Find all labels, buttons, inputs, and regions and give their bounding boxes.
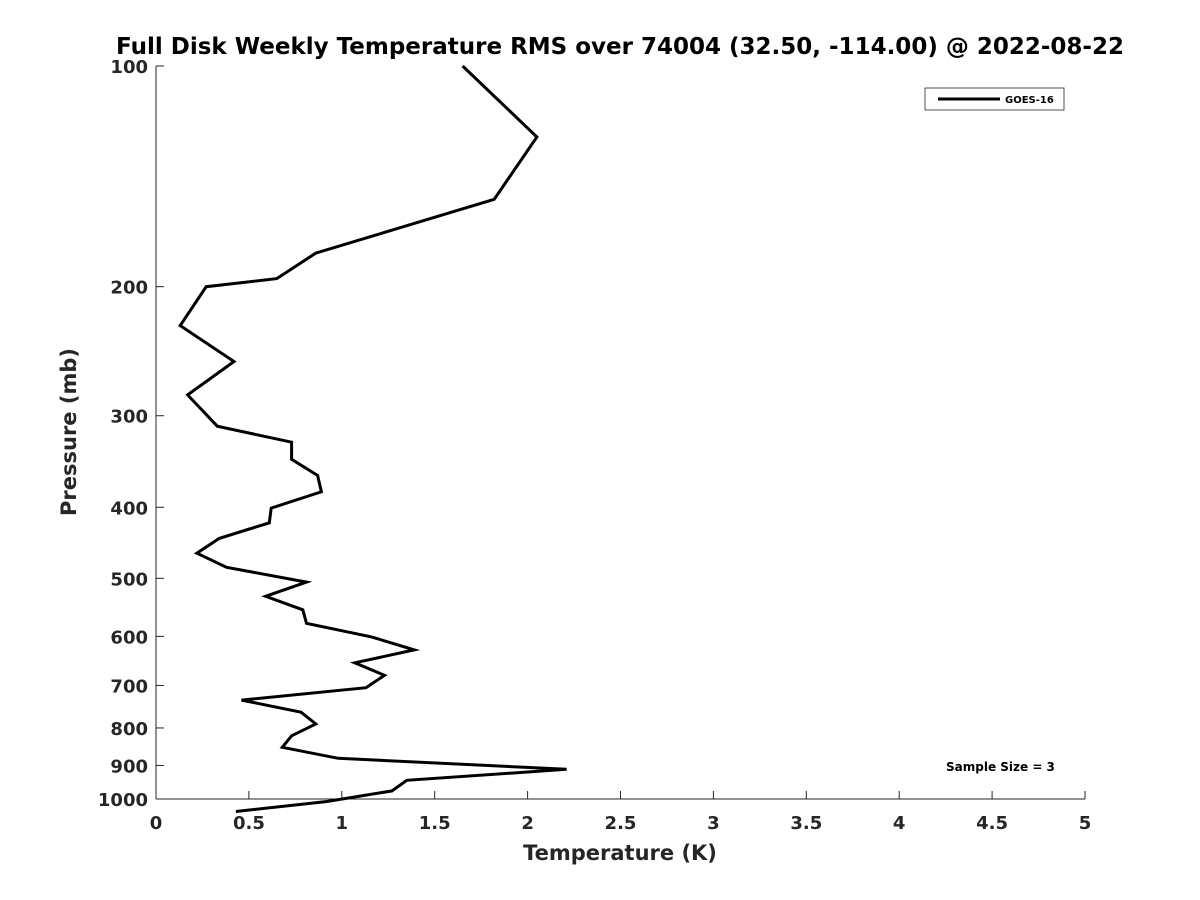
y-tick-label: 1000 — [98, 790, 148, 811]
plot-area — [178, 64, 567, 813]
x-tick-label: 1 — [336, 813, 349, 834]
y-tick-label: 900 — [110, 756, 148, 777]
x-tick-label: 3 — [707, 813, 720, 834]
y-tick-label: 100 — [110, 57, 148, 78]
x-tick-label: 0.5 — [233, 813, 265, 834]
x-ticks: 0 0.5 1 1.5 2 2.5 3 3.5 4 4.5 5 — [150, 791, 1092, 834]
chart-title: Full Disk Weekly Temperature RMS over 74… — [116, 34, 1124, 60]
y-axis-label: Pressure (mb) — [57, 348, 81, 516]
legend-label: GOES-16 — [1005, 95, 1054, 106]
y-tick-label: 600 — [110, 627, 148, 648]
x-tick-label: 3.5 — [790, 813, 822, 834]
x-tick-label: 2.5 — [605, 813, 637, 834]
x-tick-label: 1.5 — [419, 813, 451, 834]
y-ticks: 100 200 300 400 500 600 700 800 900 1000 — [98, 57, 164, 811]
x-axis-label: Temperature (K) — [523, 841, 717, 865]
y-tick-label: 500 — [110, 569, 148, 590]
x-tick-label: 5 — [1079, 813, 1092, 834]
x-tick-label: 4 — [893, 813, 906, 834]
x-tick-label: 0 — [150, 813, 163, 834]
y-tick-label: 400 — [110, 498, 148, 519]
y-tick-label: 200 — [110, 278, 148, 299]
legend: GOES-16 — [924, 87, 1065, 111]
y-tick-label: 800 — [110, 719, 148, 740]
x-tick-label: 2 — [521, 813, 534, 834]
series-line-GOES-16 — [178, 64, 567, 813]
y-tick-label: 700 — [110, 676, 148, 697]
x-tick-label: 4.5 — [976, 813, 1008, 834]
y-tick-label: 300 — [110, 407, 148, 428]
sample-size-annotation: Sample Size = 3 — [946, 760, 1055, 774]
